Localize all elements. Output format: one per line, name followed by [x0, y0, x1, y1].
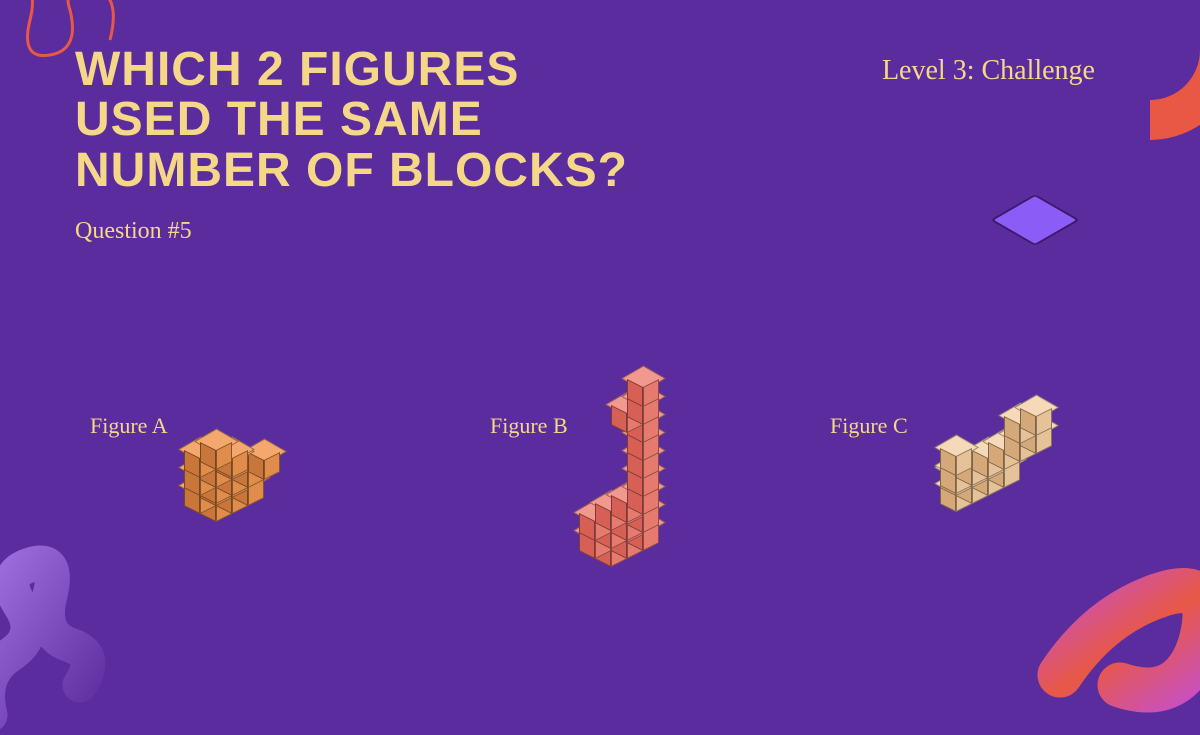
cube	[627, 370, 659, 406]
figure-a-label: Figure A	[90, 413, 168, 439]
tube-decoration-br	[1020, 495, 1200, 715]
figure-c-label: Figure C	[830, 413, 908, 439]
cube	[940, 439, 972, 475]
cube	[200, 433, 232, 469]
title-line-2: USED THE SAME	[75, 93, 483, 146]
level-indicator: Level 3: Challenge	[882, 55, 1095, 87]
question-number: Question #5	[75, 218, 192, 245]
title-line-3: NUMBER OF BLOCKS?	[75, 144, 628, 197]
figure-b-label: Figure B	[490, 413, 568, 439]
diamond-decoration-right	[990, 194, 1080, 246]
title-line-1: WHICH 2 FIGURES	[75, 43, 519, 96]
cube	[1020, 399, 1052, 435]
question-title: WHICH 2 FIGURES USED THE SAME NUMBER OF …	[75, 45, 628, 196]
spiral-decoration-bl	[0, 515, 140, 735]
